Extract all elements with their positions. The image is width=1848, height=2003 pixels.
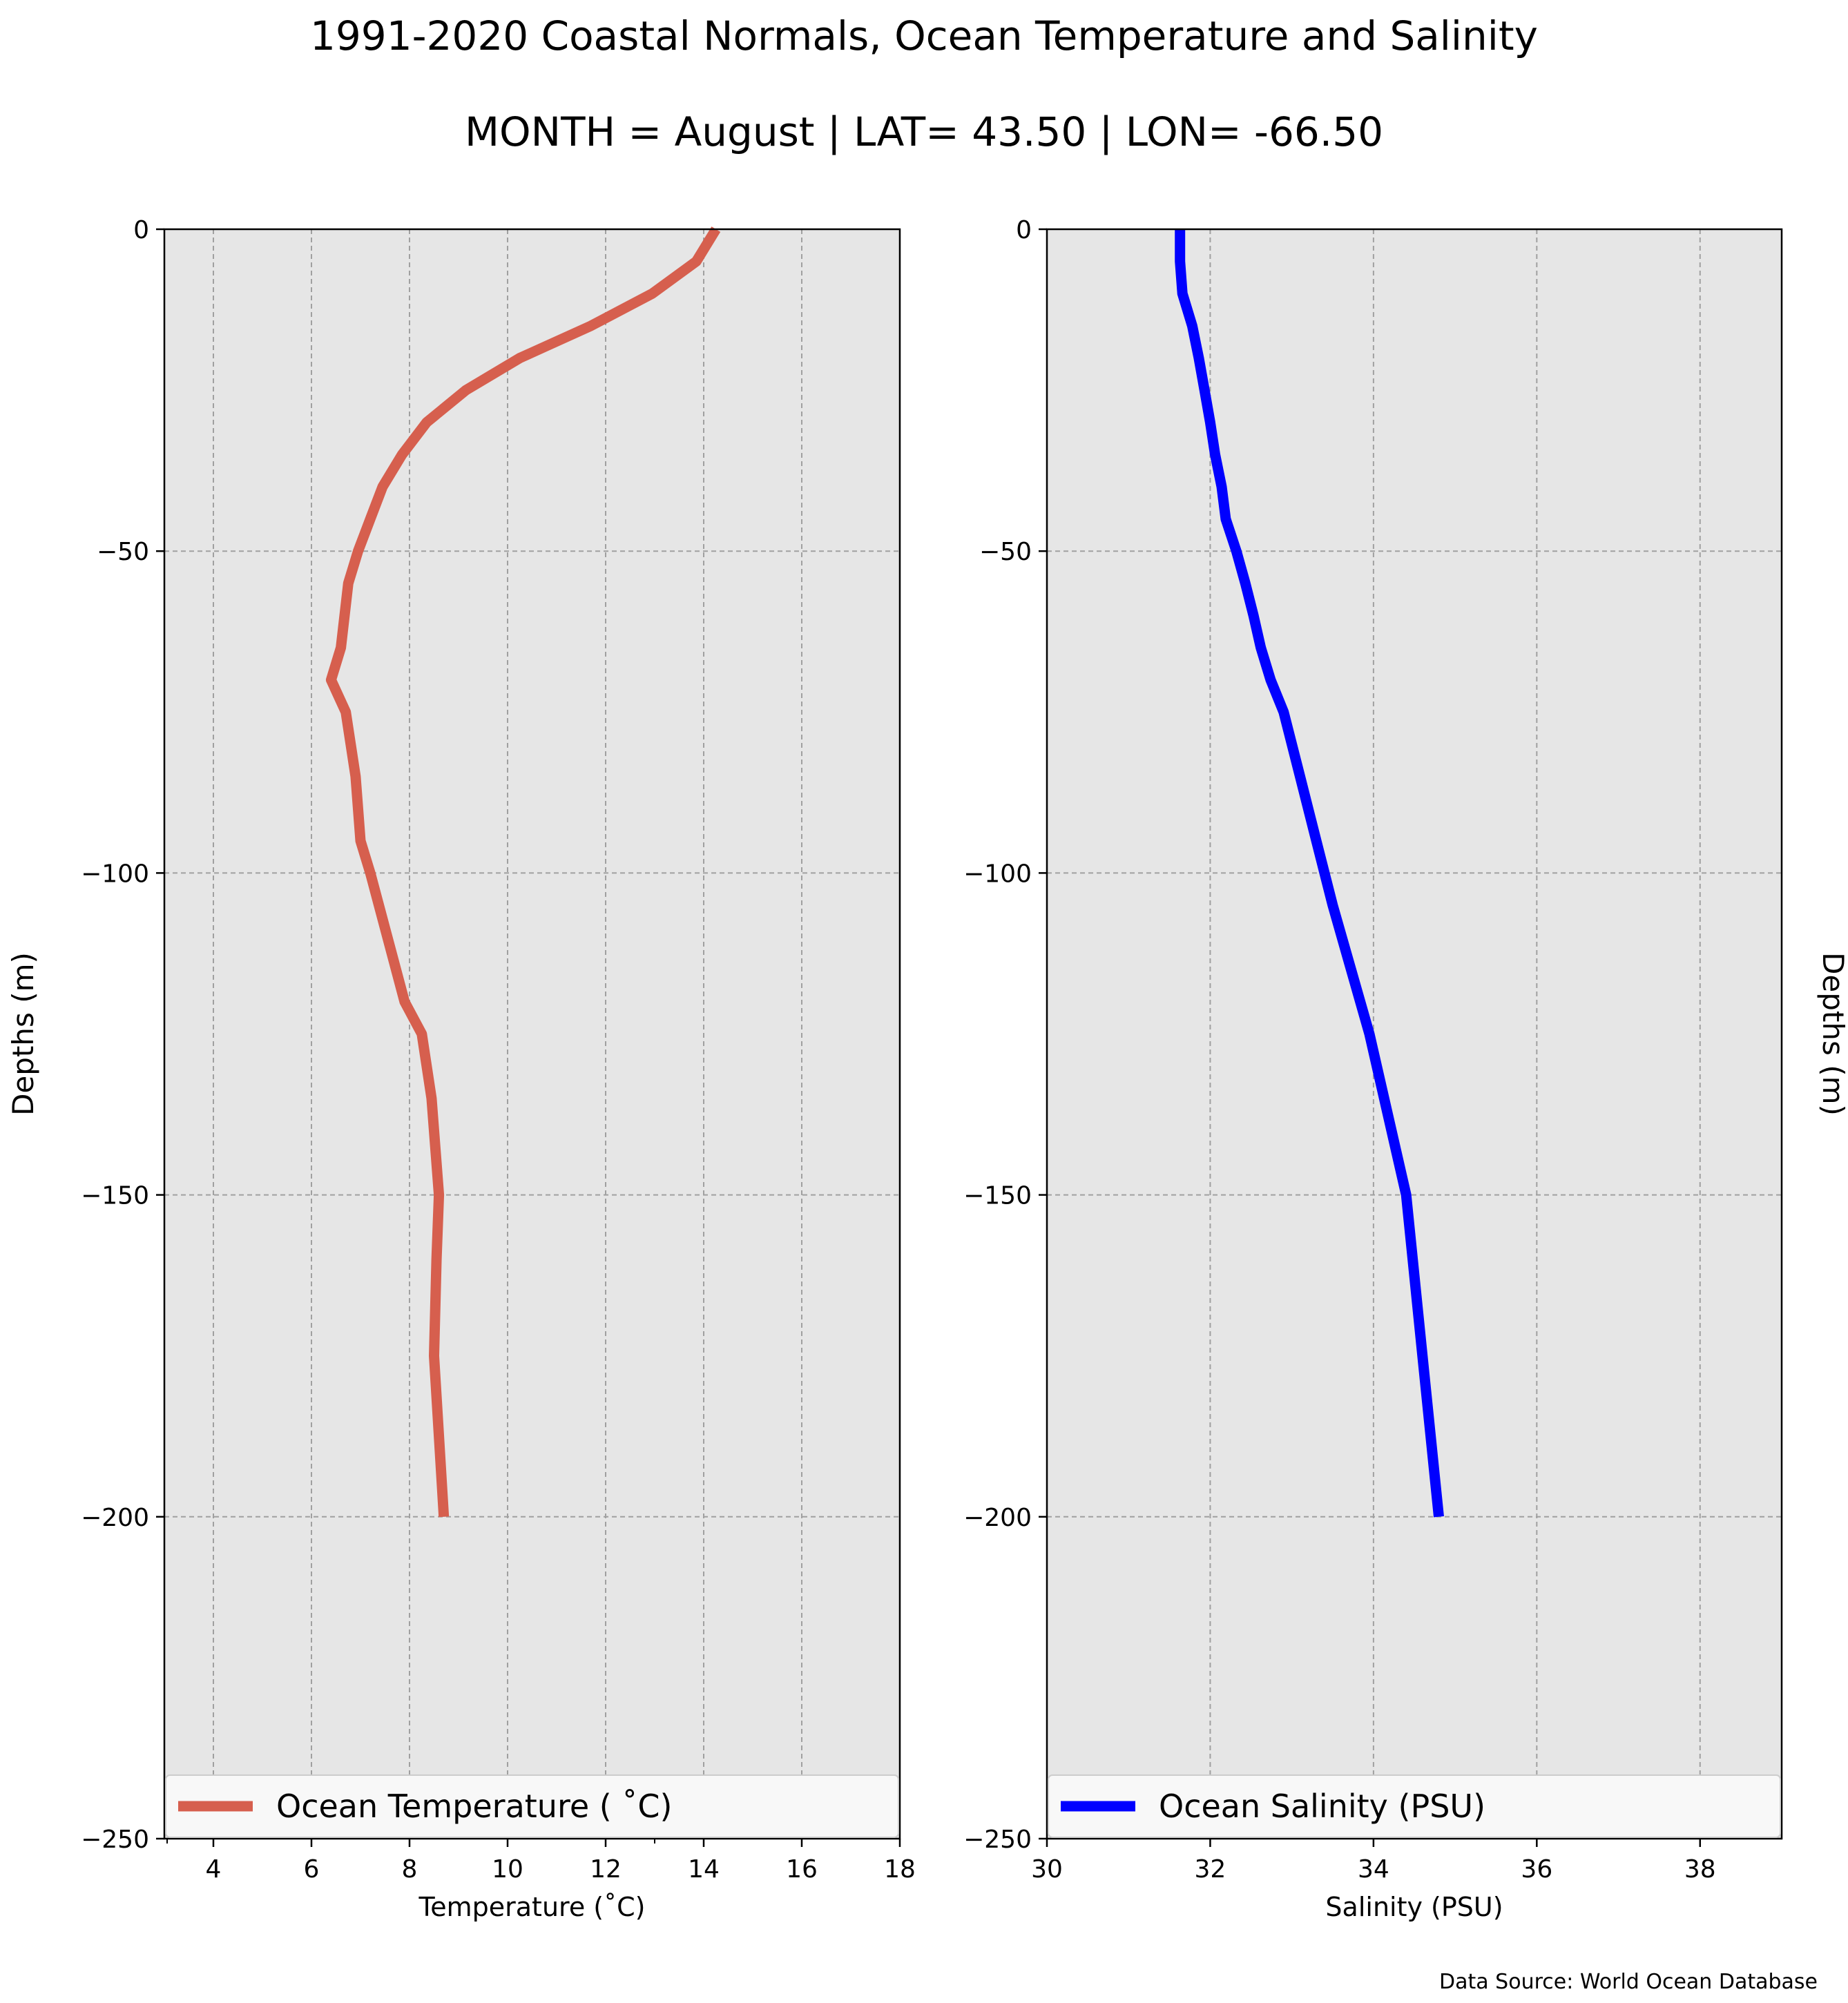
y-tick-label: −150	[963, 1182, 1032, 1210]
x-tick-label: 4	[206, 1855, 222, 1884]
y-tick-label: −150	[81, 1182, 149, 1210]
plot-area	[1047, 229, 1782, 1839]
legend: Ocean Temperature ( ˚C)	[165, 1774, 899, 1838]
figure-title: 1991-2020 Coastal Normals, Ocean Tempera…	[310, 12, 1538, 59]
y-tick-label: 0	[133, 216, 149, 244]
temperature-panel: 4 6 8 10 12 14 16 18 0 −50 −100 −150 −200 −250 Tempera…	[6, 216, 916, 1922]
x-tick-label: 30	[1031, 1855, 1063, 1884]
x-tick-label: 34	[1358, 1855, 1389, 1884]
data-source-note: Data Source: World Ocean Database	[1439, 1970, 1818, 1994]
x-tick-label: 8	[402, 1855, 418, 1884]
salinity-panel: 30 32 34 36 38 0 −50 −100 −150 −200 −250 Salinity (…	[963, 216, 1848, 1922]
axes-frame	[1046, 228, 1783, 1840]
legend-box	[165, 1774, 899, 1838]
x-axis-label: Temperature (˚C)	[418, 1892, 646, 1922]
figure-subtitle: MONTH = August | LAT= 43.50 | LON= -66.5…	[465, 108, 1383, 155]
y-tick-label: −250	[963, 1826, 1032, 1854]
x-axis-label: Salinity (PSU)	[1325, 1892, 1503, 1922]
x-tick-label: 38	[1684, 1855, 1716, 1884]
y-axis-label: Depths (m)	[1816, 952, 1848, 1116]
x-tick-label: 12	[590, 1855, 622, 1884]
y-tick-label: −250	[81, 1826, 149, 1854]
legend-label: Ocean Salinity (PSU)	[1159, 1788, 1485, 1825]
y-tick-label: 0	[1016, 216, 1032, 244]
legend-box	[1048, 1774, 1781, 1838]
x-tick-label: 6	[304, 1855, 320, 1884]
y-axis-label: Depths (m)	[6, 952, 40, 1116]
series-line-salinity	[1175, 229, 1444, 1518]
y-tick-label: −100	[963, 860, 1032, 888]
x-tick-label: 10	[492, 1855, 523, 1884]
plot-area	[164, 229, 900, 1839]
x-tick-label: 36	[1521, 1855, 1552, 1884]
x-tick-label: 32	[1195, 1855, 1226, 1884]
legend: Ocean Salinity (PSU)	[1048, 1774, 1781, 1838]
y-tick-label: −200	[81, 1504, 149, 1532]
axes-frame	[163, 228, 901, 1840]
series-line-temperature	[325, 226, 721, 1518]
x-tick-label: 16	[786, 1855, 818, 1884]
y-tick-label: −50	[979, 538, 1032, 566]
legend-label: Ocean Temperature ( ˚C)	[276, 1788, 672, 1825]
y-tick-label: −50	[97, 538, 149, 566]
x-tick-label: 14	[688, 1855, 720, 1884]
y-tick-label: −100	[81, 860, 149, 888]
x-tick-label: 18	[884, 1855, 916, 1884]
y-tick-label: −200	[963, 1504, 1032, 1532]
